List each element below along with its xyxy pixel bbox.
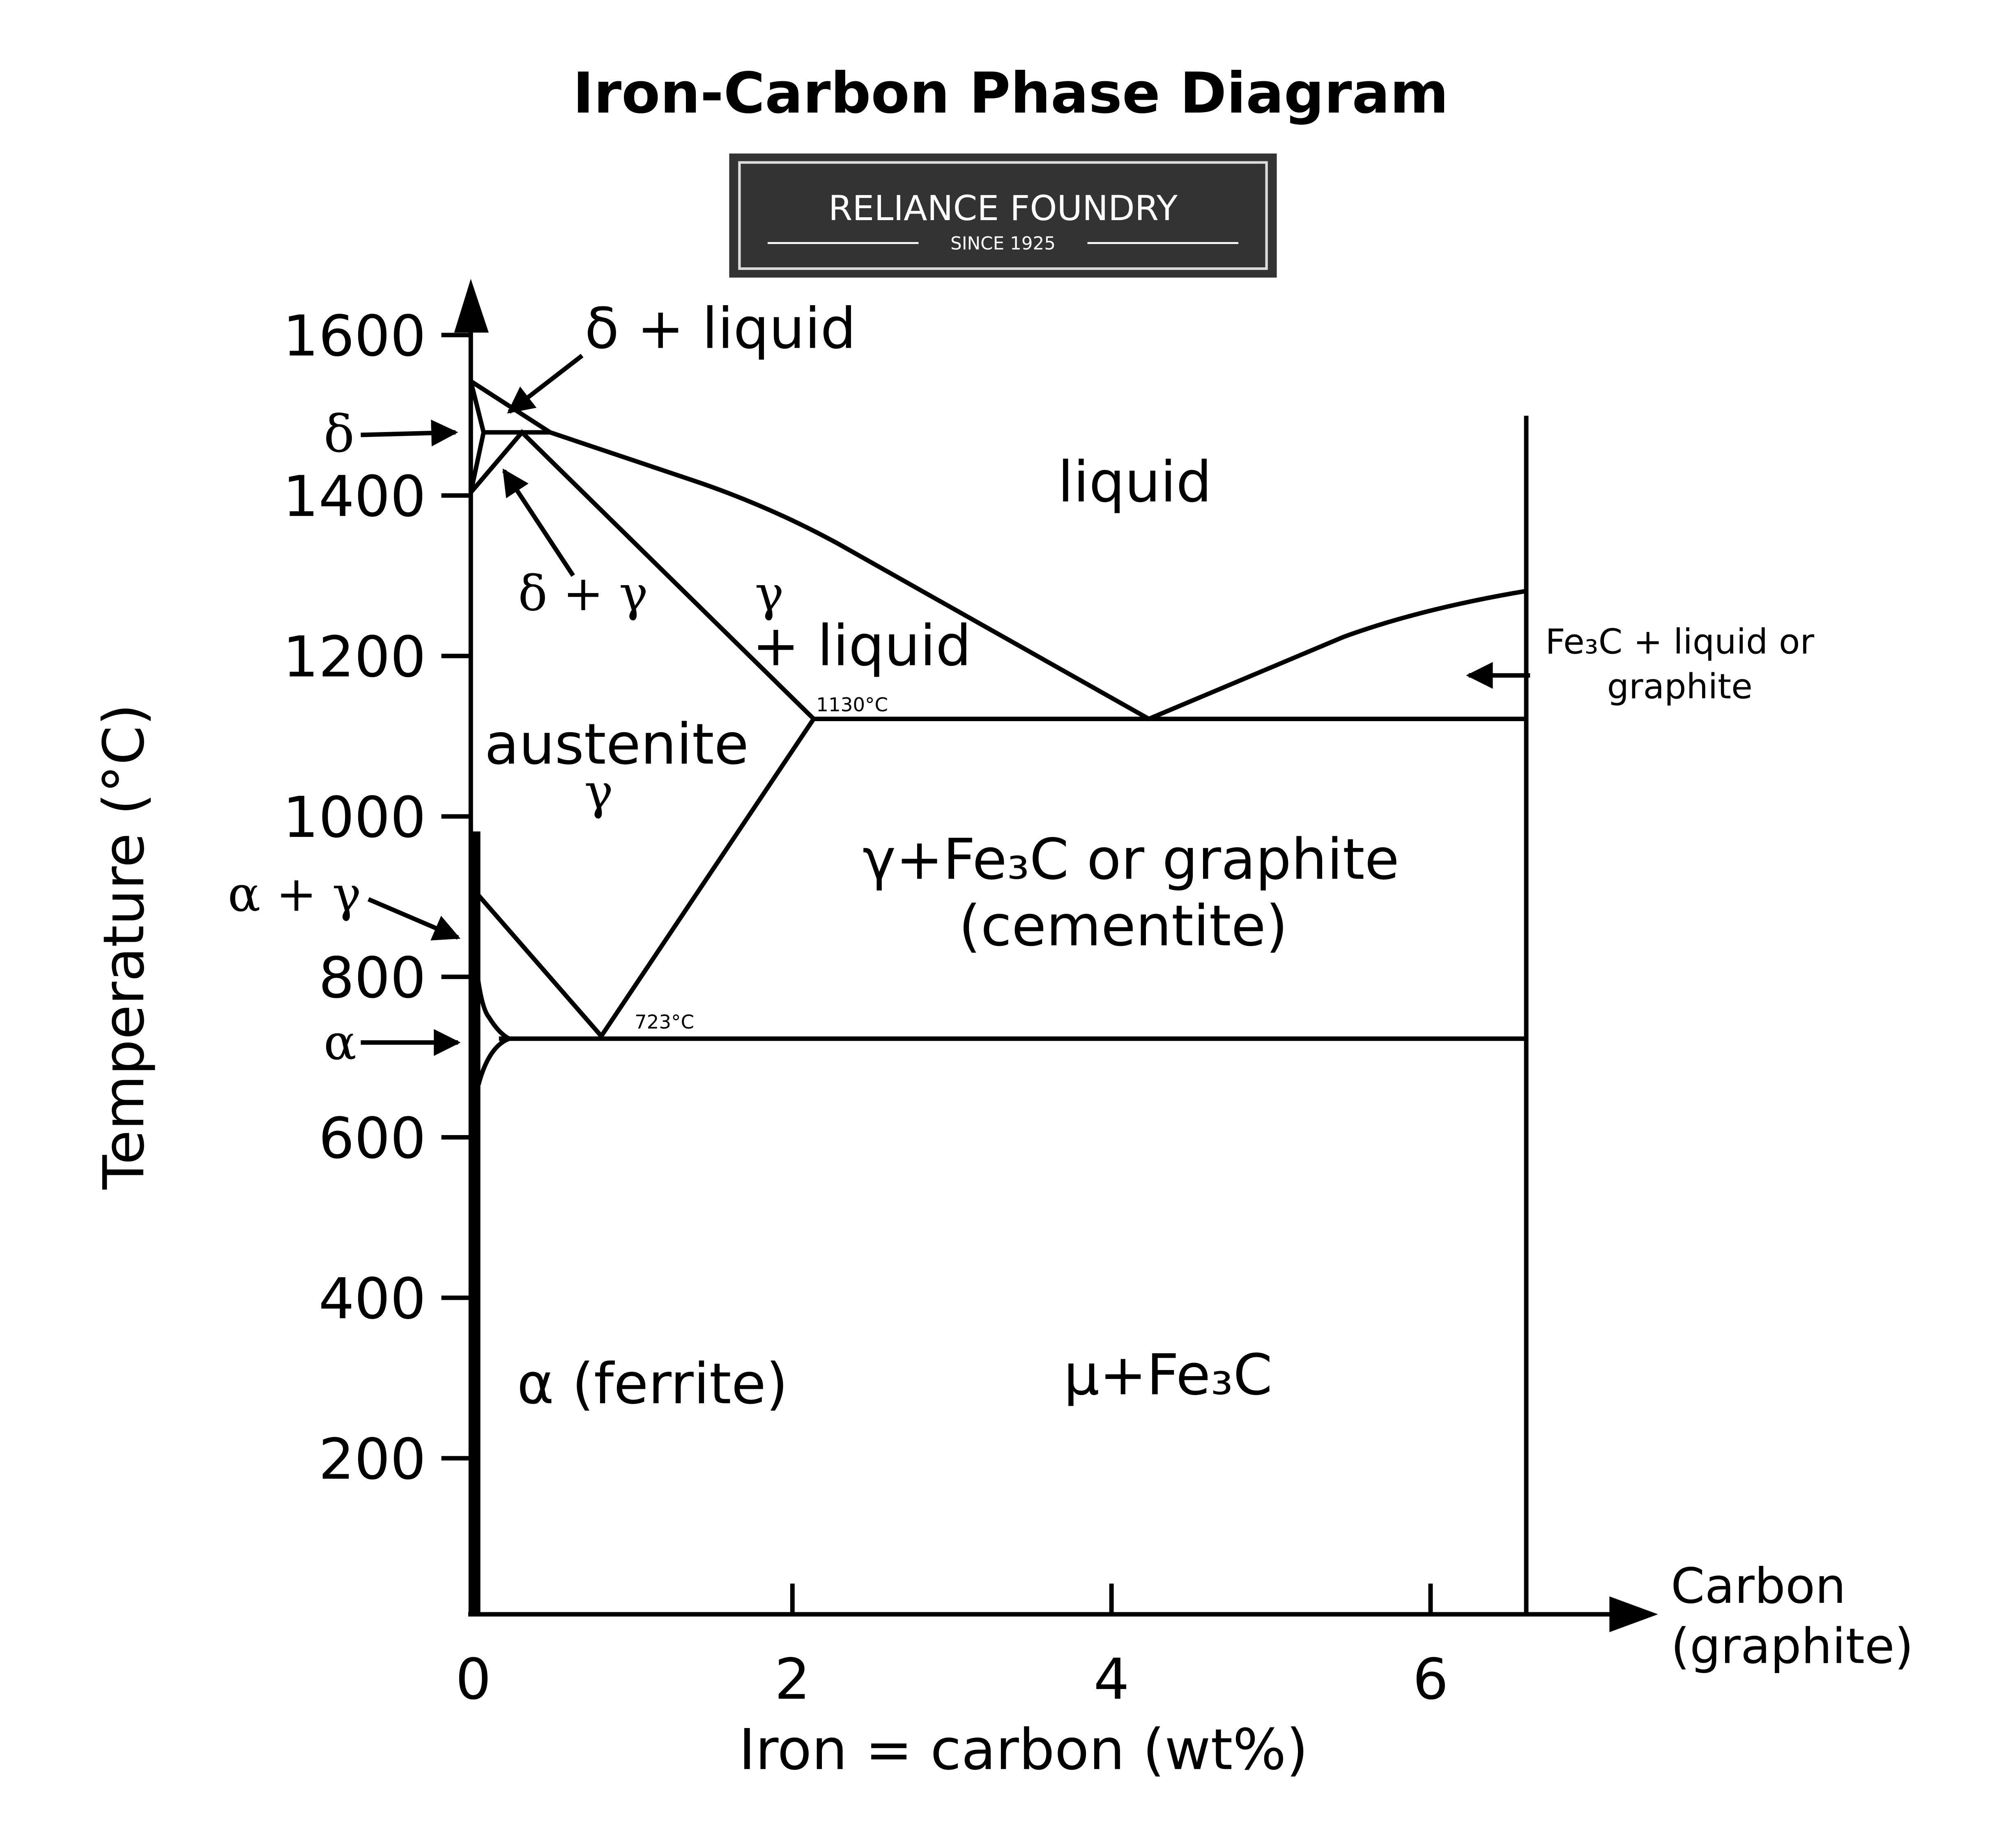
y-axis-arrow [454,279,489,333]
y-tick-label: 200 [319,1427,426,1492]
brand-tagline: SINCE 1925 [950,233,1056,254]
y-tick-label: 1000 [283,785,426,850]
logo [729,153,1277,278]
y-tick-label: 1600 [283,304,426,369]
phase-boundary [468,380,1526,1041]
region-label: + liquid [752,614,971,679]
region-label: α + γ [228,866,361,922]
region-label: μ+Fe₃C [1064,1342,1272,1408]
y-tick-label: 1400 [283,464,426,529]
x-axis-arrow [1609,1596,1658,1632]
region-label: α [324,1014,357,1071]
annotation: 1130°C [816,694,888,716]
x-tick-label: 0 [455,1647,491,1712]
region-label: graphite [1607,667,1753,707]
logo-frame [738,161,1268,270]
alpha-boundary [471,933,511,1085]
y-tick-label: 600 [319,1106,426,1171]
region-label: Fe₃C + liquid or [1545,622,1814,662]
y-axis-label: Temperature (°C) [92,704,157,1190]
arrows [361,354,1530,1056]
region-label: γ+Fe₃C or graphite [863,827,1399,892]
region-label: δ + γ [518,565,648,622]
title: Iron-Carbon Phase Diagram [573,61,1449,126]
brand-name: RELIANCE FOUNDRY [828,188,1178,228]
region-label: δ [324,405,354,464]
region-label: austenite [485,712,749,777]
x-axis-label: Iron = carbon (wt%) [739,1717,1308,1783]
x-axis-end-label: Carbon [1671,1558,1846,1614]
x-tick-label: 4 [1094,1647,1130,1712]
annotation: 723°C [635,1011,694,1033]
x-axis-end-label: (graphite) [1671,1618,1914,1674]
region-label: γ [755,565,784,622]
y-tick-label: 800 [319,946,426,1011]
region-label: δ + liquid [584,296,856,361]
region-label: α (ferrite) [517,1352,788,1417]
region-label: (cementite) [959,894,1288,959]
y-tick-label: 1200 [283,625,426,690]
region-label: γ [584,763,613,820]
x-tick-label: 6 [1412,1647,1448,1712]
region-label: liquid [1058,450,1212,515]
y-tick-label: 400 [319,1266,426,1332]
x-tick-label: 2 [775,1647,810,1712]
